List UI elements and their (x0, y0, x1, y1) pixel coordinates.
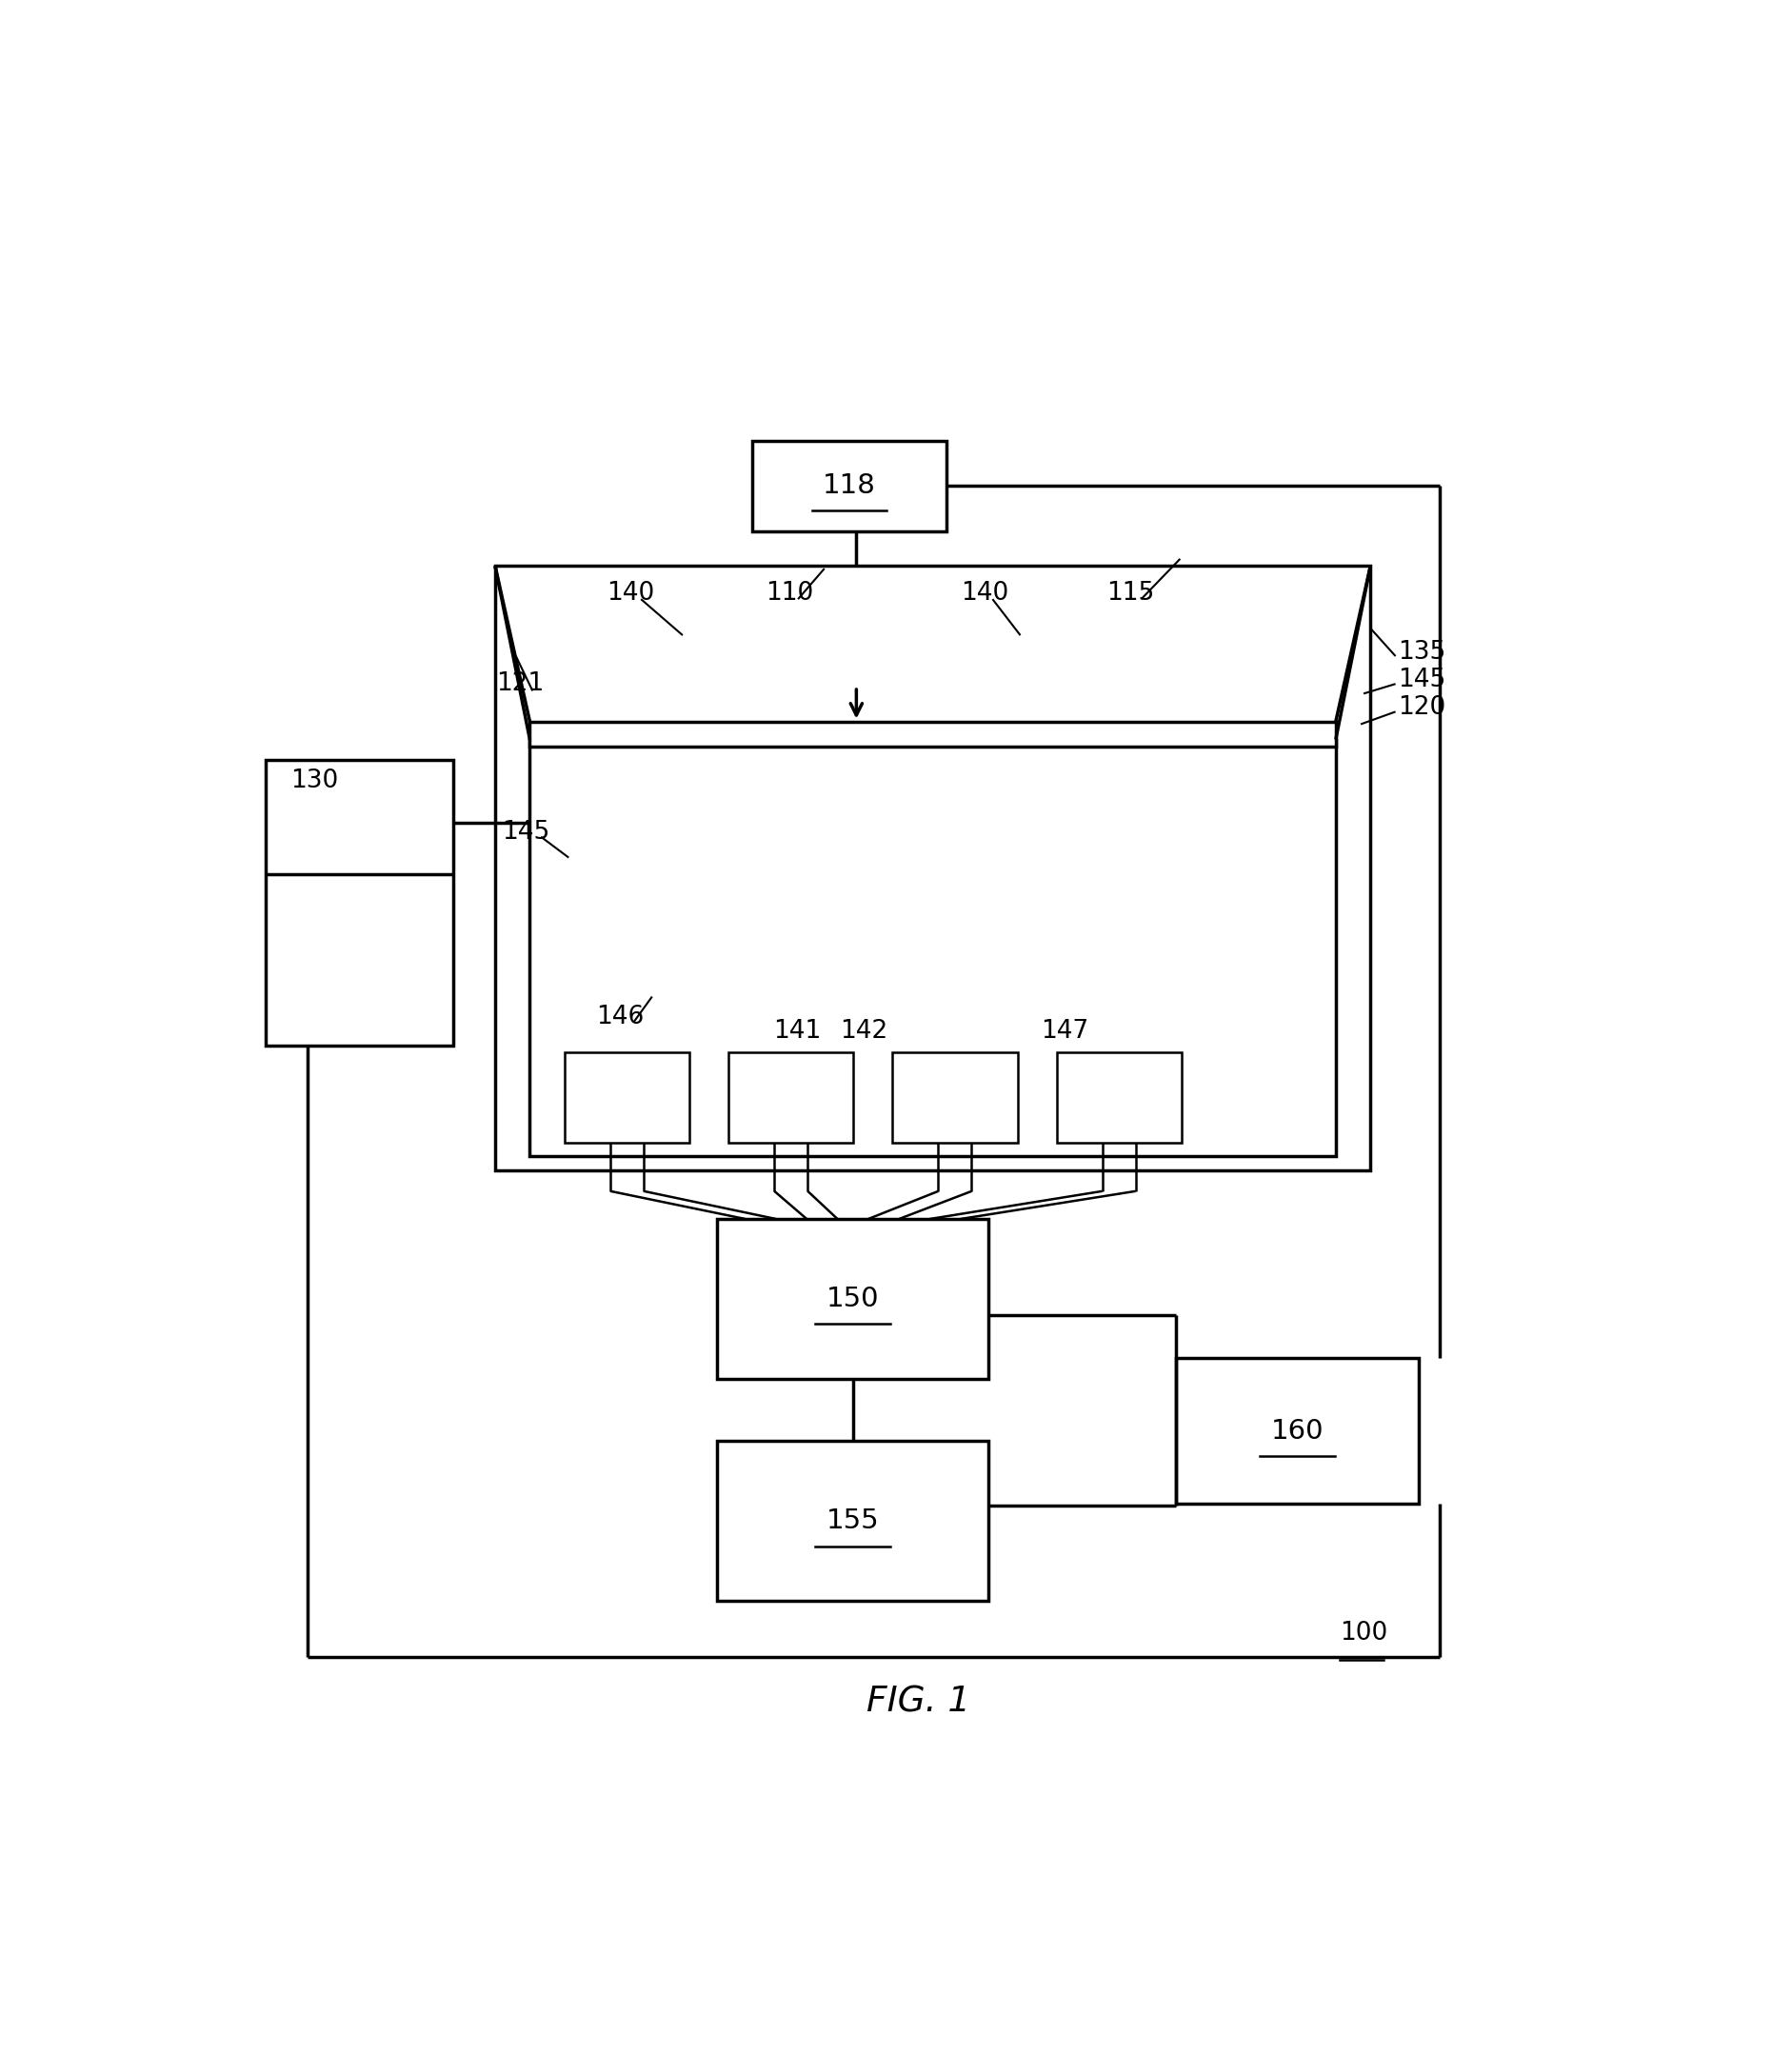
Text: 140: 140 (961, 582, 1007, 607)
Text: 140: 140 (606, 582, 654, 607)
Text: 115: 115 (1106, 582, 1154, 607)
Text: 100: 100 (1339, 1620, 1387, 1645)
Text: 135: 135 (1398, 639, 1446, 664)
Text: 121: 121 (496, 672, 545, 697)
Text: 145: 145 (502, 820, 550, 845)
Text: 110: 110 (765, 582, 814, 607)
Bar (530, 740, 1335, 1155)
Text: 147: 147 (1041, 1020, 1088, 1044)
Text: 155: 155 (826, 1507, 878, 1534)
Bar (717, 1219, 987, 1380)
Text: 120: 120 (1398, 695, 1446, 720)
Text: 130: 130 (290, 769, 339, 794)
Bar (1176, 1357, 1419, 1503)
Bar (892, 1053, 1018, 1143)
Text: 150: 150 (826, 1285, 878, 1312)
Bar (753, 440, 946, 530)
Bar (728, 1053, 853, 1143)
Text: FIG. 1: FIG. 1 (866, 1686, 971, 1719)
Bar (1055, 1053, 1181, 1143)
Bar (495, 565, 1369, 1170)
Bar (265, 761, 453, 1044)
Text: 146: 146 (597, 1005, 643, 1030)
Text: 160: 160 (1271, 1417, 1322, 1443)
Text: 141: 141 (772, 1020, 821, 1044)
Text: 142: 142 (839, 1020, 887, 1044)
Text: 145: 145 (1398, 668, 1446, 693)
Bar (530, 722, 1335, 746)
Bar (717, 1441, 987, 1602)
Bar (564, 1053, 690, 1143)
Text: 118: 118 (823, 473, 876, 500)
